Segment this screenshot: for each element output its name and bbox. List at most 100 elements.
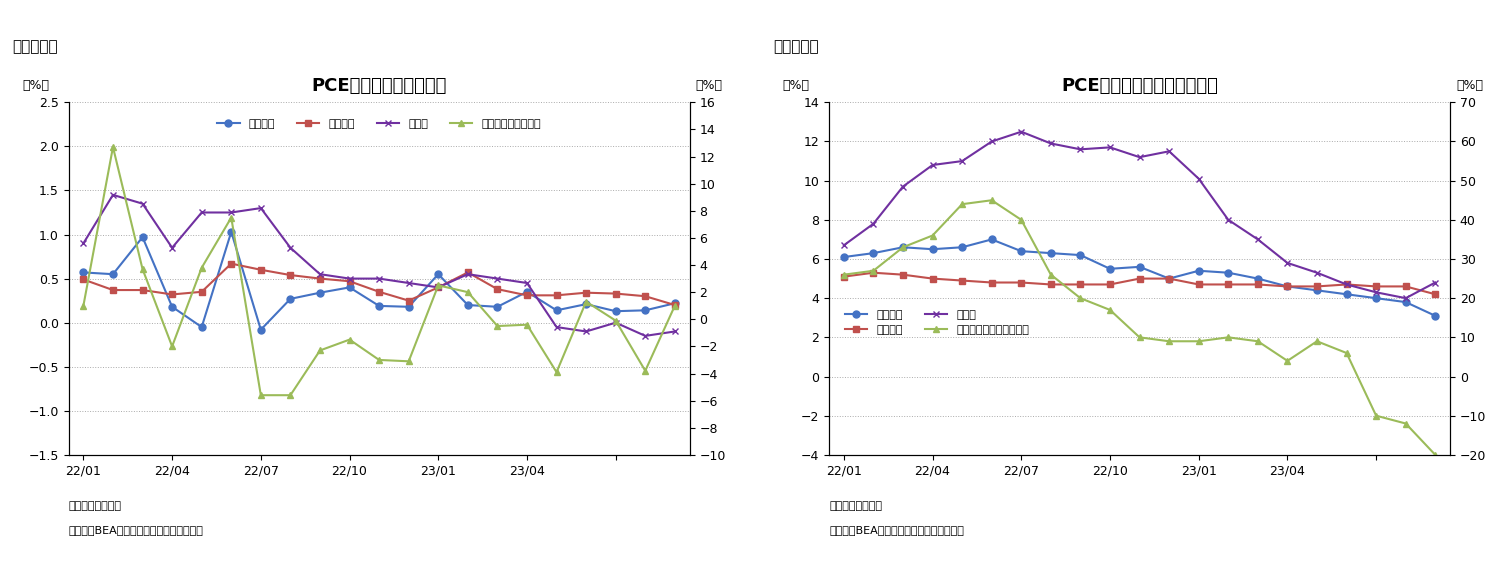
Line: 食料品: 食料品 xyxy=(80,192,678,339)
Line: コア指数: コア指数 xyxy=(80,260,678,309)
総合指数 xyxy=(1102,265,1120,272)
Text: （注）季節調整済: （注）季節調整済 xyxy=(829,501,882,511)
総合指数 xyxy=(666,300,684,307)
総合指数 xyxy=(577,300,595,308)
エネルギー関連（右軸） xyxy=(1426,452,1444,459)
エネルギー（右軸） xyxy=(488,323,506,330)
Legend: 総合指数, コア指数, 食料品, エネルギー関連（右軸）: 総合指数, コア指数, 食料品, エネルギー関連（右軸） xyxy=(841,305,1034,340)
総合指数 xyxy=(607,308,625,315)
総合指数 xyxy=(1338,290,1356,298)
食料品 xyxy=(1367,289,1385,296)
食料品 xyxy=(1426,279,1444,286)
食料品 xyxy=(399,279,417,286)
総合指数 xyxy=(310,289,329,296)
エネルギー（右軸） xyxy=(104,143,122,151)
コア指数 xyxy=(1102,281,1120,288)
エネルギー関連（右軸） xyxy=(1160,338,1178,345)
Legend: 総合指数, コア指数, 食料品, エネルギー（右軸）: 総合指数, コア指数, 食料品, エネルギー（右軸） xyxy=(212,115,546,134)
コア指数 xyxy=(1189,281,1207,288)
エネルギー関連（右軸） xyxy=(1338,349,1356,356)
食料品 xyxy=(1013,128,1031,135)
Text: （%）: （%） xyxy=(782,79,809,92)
食料品 xyxy=(924,162,942,169)
食料品 xyxy=(607,319,625,326)
総合指数 xyxy=(1278,283,1296,290)
総合指数 xyxy=(636,307,654,314)
Line: 食料品: 食料品 xyxy=(841,128,1439,302)
総合指数 xyxy=(1160,275,1178,282)
総合指数 xyxy=(104,270,122,278)
総合指数 xyxy=(894,244,912,251)
コア指数 xyxy=(924,275,942,282)
エネルギー（右軸） xyxy=(666,302,684,309)
コア指数 xyxy=(547,292,565,299)
総合指数 xyxy=(983,236,1001,243)
食料品 xyxy=(865,220,883,228)
コア指数 xyxy=(607,290,625,297)
コア指数 xyxy=(104,286,122,293)
総合指数 xyxy=(1041,249,1059,256)
食料品 xyxy=(1071,146,1090,153)
Line: エネルギー（右軸）: エネルギー（右軸） xyxy=(80,143,678,399)
食料品 xyxy=(1249,236,1267,243)
エネルギー（右軸） xyxy=(74,302,92,309)
総合指数 xyxy=(518,288,536,295)
コア指数 xyxy=(1013,279,1031,286)
エネルギー関連（右軸） xyxy=(1397,420,1415,427)
食料品 xyxy=(1278,259,1296,266)
コア指数 xyxy=(282,272,300,279)
エネルギー関連（右軸） xyxy=(894,244,912,251)
エネルギー関連（右軸） xyxy=(1219,334,1237,341)
エネルギー関連（右軸） xyxy=(1013,216,1031,223)
食料品 xyxy=(1219,216,1237,223)
総合指数 xyxy=(74,269,92,276)
総合指数 xyxy=(282,295,300,302)
コア指数 xyxy=(1130,275,1148,282)
コア指数 xyxy=(134,286,152,293)
食料品 xyxy=(252,205,270,212)
コア指数 xyxy=(252,266,270,273)
食料品 xyxy=(193,209,211,216)
総合指数 xyxy=(1397,299,1415,306)
総合指数 xyxy=(399,303,417,310)
総合指数 xyxy=(1189,267,1207,274)
食料品 xyxy=(547,323,565,330)
総合指数 xyxy=(222,228,240,235)
エネルギー関連（右軸） xyxy=(1130,334,1148,341)
エネルギー関連（右軸） xyxy=(924,232,942,239)
エネルギー関連（右軸） xyxy=(1041,271,1059,278)
食料品 xyxy=(429,284,448,291)
総合指数 xyxy=(1071,252,1090,259)
エネルギー（右軸） xyxy=(399,358,417,365)
エネルギー関連（右軸） xyxy=(983,197,1001,204)
エネルギー関連（右軸） xyxy=(1308,338,1326,345)
エネルギー関連（右軸） xyxy=(1278,358,1296,365)
食料品 xyxy=(458,270,476,278)
エネルギー（右軸） xyxy=(163,343,181,350)
エネルギー（右軸） xyxy=(458,289,476,296)
コア指数 xyxy=(1041,281,1059,288)
エネルギー関連（右軸） xyxy=(835,271,853,278)
食料品 xyxy=(1308,269,1326,276)
コア指数 xyxy=(74,276,92,283)
コア指数 xyxy=(983,279,1001,286)
エネルギー関連（右軸） xyxy=(865,267,883,274)
総合指数 xyxy=(341,284,359,291)
食料品 xyxy=(666,328,684,335)
コア指数 xyxy=(577,289,595,296)
Text: （図表６）: （図表６） xyxy=(12,39,59,54)
食料品 xyxy=(1102,144,1120,151)
総合指数 xyxy=(371,302,389,309)
総合指数 xyxy=(488,303,506,310)
食料品 xyxy=(371,275,389,282)
Text: （注）季節調整済: （注）季節調整済 xyxy=(69,501,122,511)
エネルギー（右軸） xyxy=(222,214,240,221)
コア指数 xyxy=(1426,290,1444,298)
エネルギー（右軸） xyxy=(607,317,625,324)
エネルギー（右軸） xyxy=(547,369,565,376)
コア指数 xyxy=(835,273,853,280)
コア指数 xyxy=(163,291,181,298)
食料品 xyxy=(1041,140,1059,147)
食料品 xyxy=(1189,175,1207,182)
Title: PCE価格指数（前年同月比）: PCE価格指数（前年同月比） xyxy=(1061,77,1218,95)
